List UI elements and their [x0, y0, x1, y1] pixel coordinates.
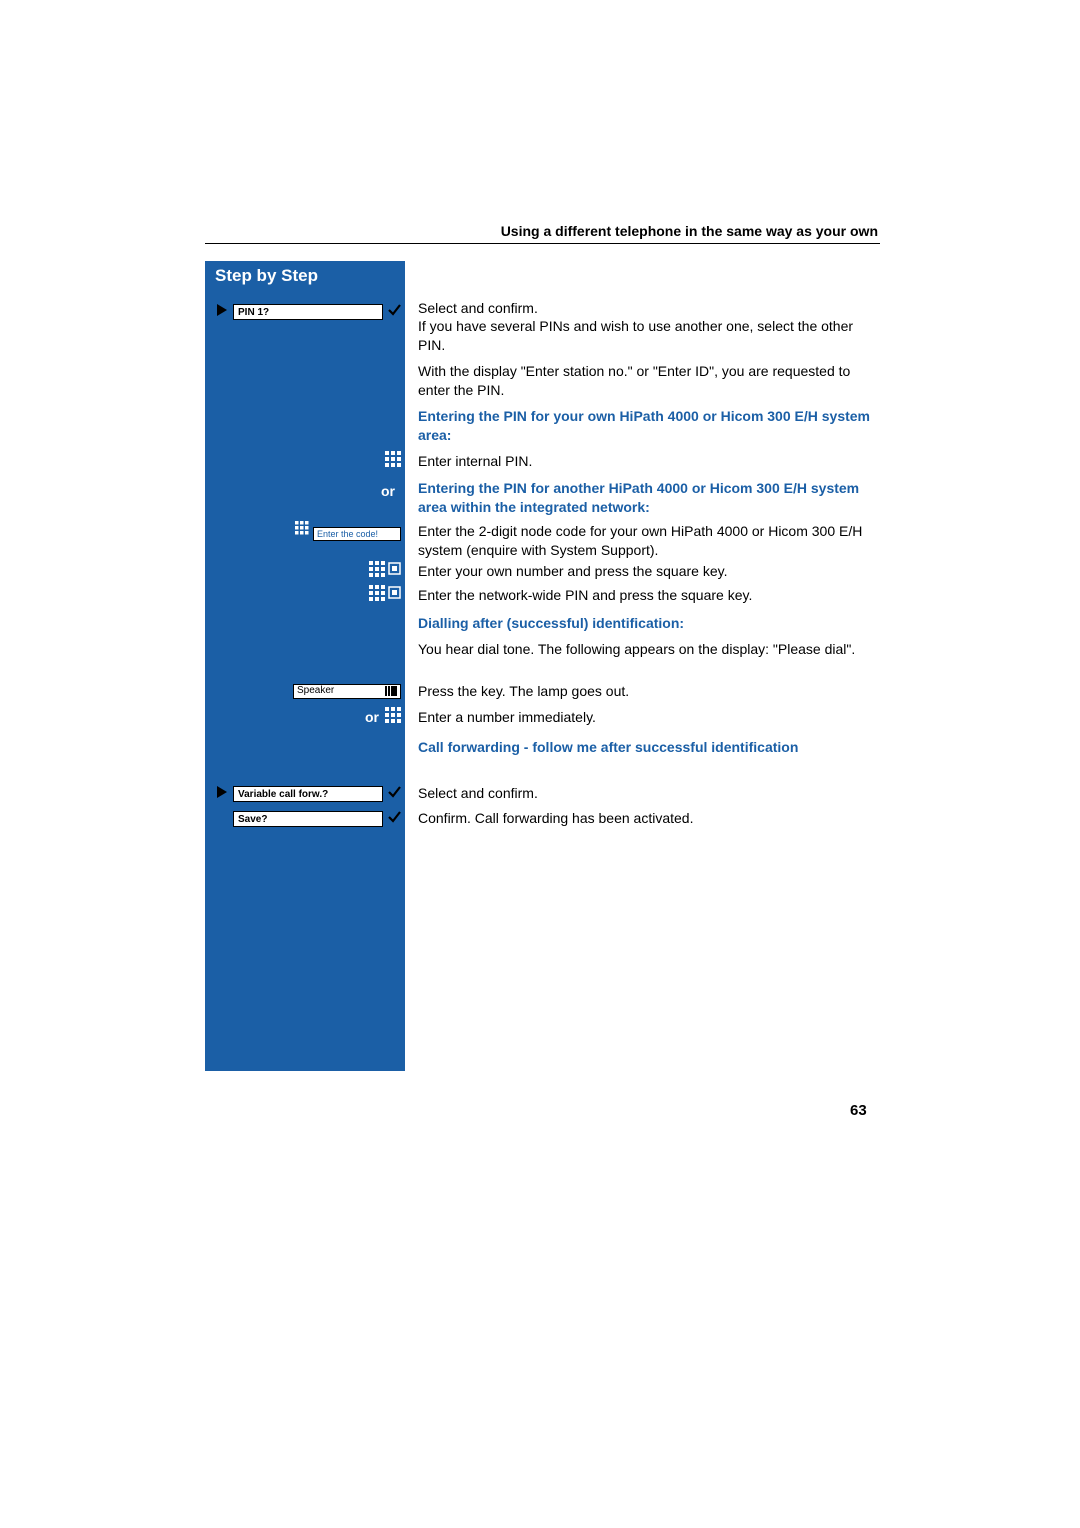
or-label: or: [365, 709, 379, 725]
step-or-keypad: or: [205, 706, 405, 728]
display-pin1: PIN 1?: [233, 304, 383, 320]
step-variable-forw: Variable call forw.?: [205, 783, 405, 805]
or-label: or: [381, 483, 395, 499]
lamp-icon: [384, 686, 397, 696]
keypad-square-icon: [369, 585, 401, 606]
text-internal-pin: Enter internal PIN.: [418, 452, 880, 471]
check-icon: [387, 810, 401, 829]
heading-forward: Call forwarding - follow me after succes…: [418, 738, 880, 757]
page-header: Using a different telephone in the same …: [418, 223, 878, 244]
step-pin1: PIN 1?: [205, 301, 405, 323]
step-keypad-1: [205, 450, 405, 472]
enter-code-box: Enter the code!: [313, 527, 401, 541]
text-dial-tone: You hear dial tone. The following appear…: [418, 640, 880, 659]
keypad-icon: [295, 521, 309, 540]
speaker-key: Speaker: [293, 684, 401, 699]
heading-dialling: Dialling after (successful) identificati…: [418, 614, 880, 633]
check-icon: [387, 785, 401, 804]
heading-own-pin: Entering the PIN for your own HiPath 400…: [418, 407, 880, 445]
arrow-icon: [217, 303, 227, 321]
keypad-icon: [385, 707, 401, 728]
text-press-key: Press the key. The lamp goes out.: [418, 682, 880, 701]
step-save: Save?: [205, 808, 405, 830]
header-rule: [205, 243, 880, 244]
step-or-1: or: [205, 480, 405, 502]
step-keypad-square-1: [205, 560, 405, 582]
text-node-code: Enter the 2-digit node code for your own…: [418, 522, 880, 560]
sidebar: Step by Step: [205, 261, 405, 1071]
check-icon: [387, 303, 401, 322]
sidebar-title: Step by Step: [205, 261, 405, 291]
text-enter-number: Enter a number immediately.: [418, 708, 880, 727]
text-select-confirm: Select and confirm.: [418, 299, 880, 318]
step-speaker: Speaker: [205, 680, 405, 702]
text-own-number: Enter your own number and press the squa…: [418, 562, 880, 581]
arrow-icon: [217, 785, 227, 803]
step-keypad-square-2: [205, 584, 405, 606]
keypad-square-icon: [369, 561, 401, 582]
heading-network-pin: Entering the PIN for another HiPath 4000…: [418, 479, 880, 517]
text-confirm-forward: Confirm. Call forwarding has been activa…: [418, 809, 880, 828]
step-enter-code: Enter the code!: [205, 521, 405, 543]
text-network-pin: Enter the network-wide PIN and press the…: [418, 586, 880, 605]
speaker-label: Speaker: [297, 685, 334, 697]
text-several-pins: If you have several PINs and wish to use…: [418, 317, 880, 355]
display-variable-forw: Variable call forw.?: [233, 786, 383, 802]
text-enter-station: With the display "Enter station no." or …: [418, 362, 880, 400]
display-save: Save?: [233, 811, 383, 827]
keypad-icon: [385, 451, 401, 472]
page-number: 63: [850, 1102, 867, 1119]
text-select-confirm2: Select and confirm.: [418, 784, 880, 803]
